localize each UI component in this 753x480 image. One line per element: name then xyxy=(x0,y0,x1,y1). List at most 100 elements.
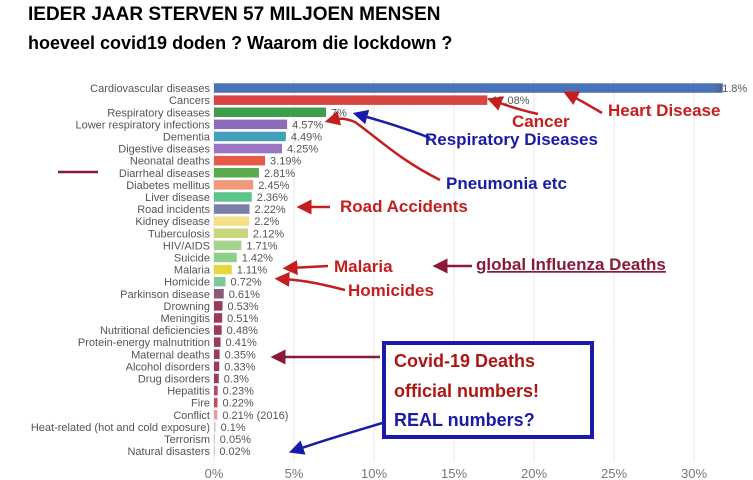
value-label: 0.22% xyxy=(223,398,254,410)
value-label: 0.53% xyxy=(227,301,258,313)
covid-line-deaths: Covid-19 Deaths xyxy=(394,351,536,371)
value-label: 0.35% xyxy=(225,349,256,361)
category-labels: Cardiovascular diseasesCancersRespirator… xyxy=(31,83,211,458)
respiratory-arrow xyxy=(352,109,431,140)
bar xyxy=(214,434,215,444)
value-label: 0.05% xyxy=(220,434,251,446)
bars xyxy=(214,83,723,456)
value-label: 4.49% xyxy=(291,131,322,143)
category-label: Digestive diseases xyxy=(118,144,210,156)
bar xyxy=(214,325,222,335)
grid-lines xyxy=(213,80,695,462)
value-label: 0.3% xyxy=(224,373,249,385)
value-label: 3.19% xyxy=(270,156,301,168)
value-label: 7% xyxy=(331,107,347,119)
bar xyxy=(214,373,219,384)
category-label: HIV/AIDS xyxy=(163,240,210,252)
bar xyxy=(214,216,250,226)
covid-line-official: official numbers! xyxy=(394,381,540,401)
category-label: Liver disease xyxy=(145,192,210,204)
value-label: 1.42% xyxy=(242,252,273,264)
x-tick-label: 5% xyxy=(285,466,304,480)
value-label: 0.33% xyxy=(224,361,255,373)
bar xyxy=(214,385,218,396)
heart-disease-arrow xyxy=(563,91,603,115)
category-label: Diarrheal diseases xyxy=(119,168,211,180)
category-label: Terrorism xyxy=(164,434,210,446)
bar xyxy=(214,313,223,323)
bar xyxy=(214,252,237,263)
category-label: Parkinson disease xyxy=(120,289,210,301)
bar xyxy=(214,337,221,347)
category-label: Malaria xyxy=(174,265,211,277)
annotation-respiratory: Respiratory Diseases xyxy=(425,130,598,149)
bar xyxy=(214,119,288,130)
malaria-arrow xyxy=(282,260,329,276)
category-label: Drowning xyxy=(164,301,210,313)
bar xyxy=(214,168,259,178)
covid-callout-box: Covid-19 Deaths official numbers! REAL n… xyxy=(382,341,594,439)
bar xyxy=(214,301,223,311)
value-label: 0.61% xyxy=(229,289,260,301)
bar xyxy=(214,180,254,190)
bar xyxy=(214,204,250,214)
value-label: 1.71% xyxy=(246,240,277,252)
value-label: 2.45% xyxy=(258,180,289,192)
value-label: 0.1% xyxy=(221,422,246,434)
x-tick-label: 20% xyxy=(521,466,547,480)
pneumonia-arrow xyxy=(324,110,441,182)
bar xyxy=(214,143,282,154)
headline-title: IEDER JAAR STERVEN 57 MILJOEN MENSEN xyxy=(28,4,441,25)
category-label: Kidney disease xyxy=(135,216,210,228)
category-label: Dementia xyxy=(163,131,211,143)
value-label: 2.2% xyxy=(254,216,279,228)
bar xyxy=(214,289,224,299)
category-label: Homicide xyxy=(164,277,210,289)
x-tick-label: 0% xyxy=(205,466,224,480)
value-label: 1.11% xyxy=(237,265,268,277)
bar xyxy=(214,264,232,275)
annotation-influenza: global Influenza Deaths xyxy=(476,255,666,274)
category-label: Suicide xyxy=(174,252,210,264)
x-tick-label: 10% xyxy=(361,466,387,480)
category-label: Natural disasters xyxy=(127,446,210,458)
bar xyxy=(214,95,488,105)
category-label: Conflict xyxy=(173,410,210,422)
category-label: Lower respiratory infections xyxy=(75,119,210,131)
bar xyxy=(214,240,242,251)
category-label: Nutritional deficiencies xyxy=(100,325,211,337)
x-axis-ticks: 0% 5% 10% 15% 20% 25% 30% xyxy=(205,466,708,480)
category-label: Alcohol disorders xyxy=(126,361,211,373)
annotation-homicides: Homicides xyxy=(348,281,434,300)
annotation-arrows xyxy=(58,91,603,455)
bar xyxy=(214,349,220,359)
value-label: 2.36% xyxy=(257,192,288,204)
category-label: Heat-related (hot and cold exposure) xyxy=(31,422,210,434)
value-label: 0.48% xyxy=(227,325,258,337)
category-label: Maternal deaths xyxy=(131,349,210,361)
bar xyxy=(214,422,216,432)
bar xyxy=(214,107,326,117)
bar xyxy=(214,192,252,202)
value-label: 31.8% xyxy=(716,83,747,95)
bar xyxy=(214,397,218,408)
value-label: 4.57% xyxy=(292,119,323,131)
category-label: Protein-energy malnutrition xyxy=(78,337,210,349)
covid-line-real: REAL numbers? xyxy=(394,410,535,430)
category-label: Drug disorders xyxy=(138,373,211,385)
category-label: Tuberculosis xyxy=(148,228,210,240)
bar xyxy=(214,131,286,142)
value-label: 2.12% xyxy=(253,228,284,240)
bar xyxy=(214,361,220,372)
headline-subtitle: hoeveel covid19 doden ? Waarom die lockd… xyxy=(28,33,453,53)
category-label: Neonatal deaths xyxy=(130,156,211,168)
homicides-arrow xyxy=(274,271,346,292)
bar xyxy=(214,446,215,456)
bar xyxy=(214,410,218,420)
category-label: Fire xyxy=(191,398,210,410)
cancer-arrow xyxy=(486,96,539,116)
category-label: Road incidents xyxy=(137,204,210,216)
category-label: Respiratory diseases xyxy=(107,107,210,119)
annotation-pneumonia: Pneumonia etc xyxy=(446,174,567,193)
